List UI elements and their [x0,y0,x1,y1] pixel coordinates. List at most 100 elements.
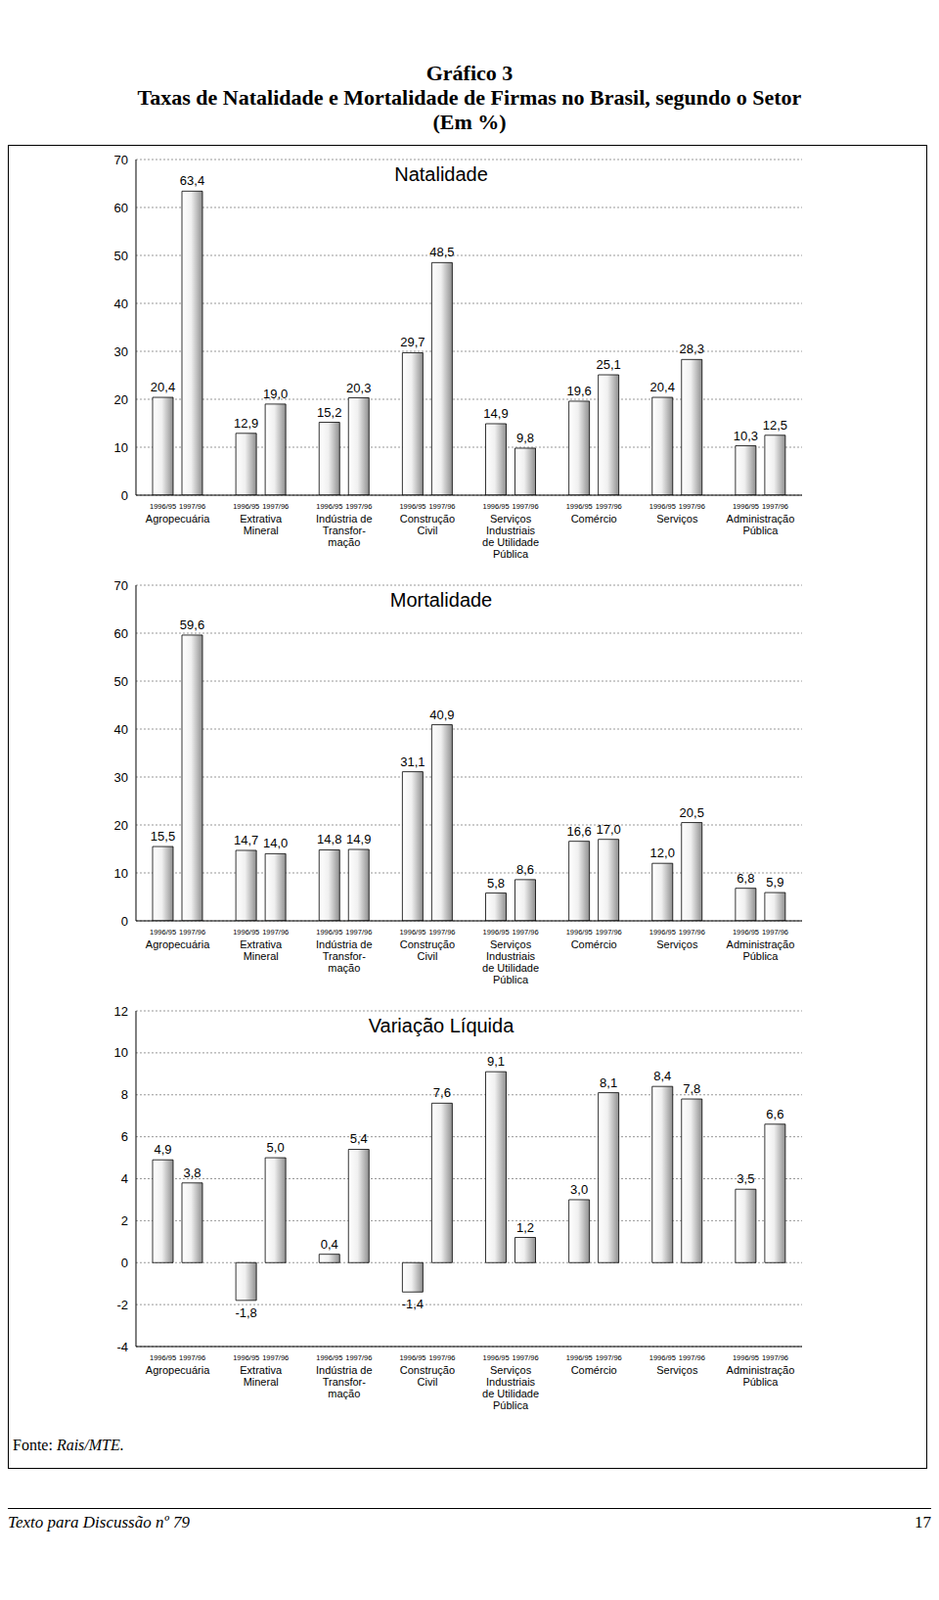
svg-text:30: 30 [114,769,129,785]
svg-text:60: 60 [114,626,129,641]
svg-text:29,7: 29,7 [400,334,425,350]
svg-text:4,9: 4,9 [153,1141,172,1157]
svg-text:Pública: Pública [492,973,530,985]
svg-text:Administração: Administração [726,1363,796,1376]
svg-text:3,0: 3,0 [570,1181,588,1197]
svg-text:1996/95: 1996/95 [483,1352,510,1362]
svg-text:1996/95: 1996/95 [483,501,510,511]
svg-text:Construção: Construção [400,1363,455,1376]
svg-text:1996/95: 1996/95 [149,1352,177,1362]
svg-text:1996/95: 1996/95 [566,927,593,937]
svg-text:Serviços: Serviços [656,512,699,525]
svg-text:10: 10 [114,1044,129,1060]
svg-text:1997/96: 1997/96 [761,927,789,937]
svg-text:1996/95: 1996/95 [649,501,676,511]
svg-text:Comércio: Comércio [571,512,618,525]
svg-text:1,2: 1,2 [516,1219,535,1235]
svg-text:20,4: 20,4 [150,379,176,395]
svg-text:1996/95: 1996/95 [399,1352,426,1362]
svg-text:20: 20 [114,392,129,407]
svg-text:5,0: 5,0 [267,1139,285,1155]
svg-text:-4: -4 [116,1339,129,1354]
svg-text:12,5: 12,5 [762,417,788,433]
svg-text:48,5: 48,5 [429,244,454,260]
svg-text:1997/96: 1997/96 [345,927,372,937]
svg-text:8,1: 8,1 [599,1074,618,1090]
svg-text:1996/95: 1996/95 [315,1352,343,1362]
svg-text:16,6: 16,6 [566,823,591,839]
svg-text:Agropecuária: Agropecuária [145,512,211,525]
svg-text:Indústria de: Indústria de [315,938,372,950]
svg-text:Administração: Administração [726,512,796,525]
svg-text:60: 60 [114,200,129,216]
svg-text:1997/96: 1997/96 [345,501,372,511]
svg-text:20,4: 20,4 [650,379,675,395]
svg-text:1997/96: 1997/96 [761,1352,789,1362]
svg-text:1997/96: 1997/96 [428,501,455,511]
svg-text:8,4: 8,4 [653,1068,671,1083]
svg-text:Pública: Pública [492,547,530,560]
svg-text:mação: mação [327,536,360,548]
svg-text:de Utilidade: de Utilidade [482,961,539,974]
svg-text:5,4: 5,4 [350,1130,368,1146]
svg-text:Civil: Civil [417,949,439,962]
svg-text:1996/95: 1996/95 [732,501,760,511]
svg-text:1996/95: 1996/95 [315,501,343,511]
svg-text:1996/95: 1996/95 [732,1352,760,1362]
svg-text:1996/95: 1996/95 [566,1352,593,1362]
svg-text:3,5: 3,5 [736,1170,755,1186]
svg-text:Serviços: Serviços [490,512,533,525]
svg-text:Mineral: Mineral [243,1375,279,1387]
svg-text:1996/95: 1996/95 [232,927,260,937]
svg-text:20: 20 [114,817,129,833]
svg-text:Indústria de: Indústria de [315,512,372,525]
svg-text:Agropecuária: Agropecuária [145,1363,211,1376]
svg-text:Extrativa: Extrativa [239,512,283,525]
svg-text:40: 40 [114,296,129,312]
svg-text:7,6: 7,6 [433,1084,451,1100]
svg-text:1996/95: 1996/95 [149,501,177,511]
svg-text:1997/96: 1997/96 [262,927,289,937]
svg-text:5,9: 5,9 [765,874,784,890]
svg-text:17,0: 17,0 [595,821,621,837]
svg-text:6,8: 6,8 [736,870,755,886]
svg-text:1996/95: 1996/95 [232,501,260,511]
svg-text:10: 10 [114,440,129,455]
svg-text:14,9: 14,9 [483,405,508,421]
svg-text:1997/96: 1997/96 [345,1352,372,1362]
svg-text:Serviços: Serviços [490,938,533,950]
svg-text:Industriais: Industriais [486,524,537,537]
svg-text:2: 2 [121,1212,129,1228]
svg-text:1996/95: 1996/95 [649,927,676,937]
svg-text:19,0: 19,0 [263,386,288,402]
svg-text:1996/95: 1996/95 [315,927,343,937]
svg-text:1996/95: 1996/95 [732,927,760,937]
svg-text:1997/96: 1997/96 [428,927,455,937]
svg-text:Serviços: Serviços [490,1363,533,1376]
svg-text:15,5: 15,5 [150,828,176,844]
svg-text:1997/96: 1997/96 [595,1352,623,1362]
svg-text:Comércio: Comércio [571,938,618,950]
svg-text:1996/95: 1996/95 [483,927,510,937]
svg-text:-1,8: -1,8 [234,1304,257,1320]
svg-text:de Utilidade: de Utilidade [482,1386,539,1399]
svg-text:19,6: 19,6 [566,383,591,399]
svg-text:6: 6 [121,1128,129,1144]
svg-text:14,7: 14,7 [233,832,259,848]
svg-text:1997/96: 1997/96 [428,1352,455,1362]
svg-text:1996/95: 1996/95 [649,1352,676,1362]
svg-text:-2: -2 [116,1296,129,1312]
svg-text:Extrativa: Extrativa [239,938,283,950]
svg-text:Indústria de: Indústria de [315,1363,372,1376]
svg-text:10: 10 [114,865,129,881]
svg-text:Construção: Construção [400,938,455,950]
svg-text:14,8: 14,8 [316,831,342,847]
svg-text:1996/95: 1996/95 [399,501,426,511]
svg-text:70: 70 [114,152,129,168]
svg-text:Transfor-: Transfor- [322,1375,367,1387]
svg-text:1996/95: 1996/95 [566,501,593,511]
svg-text:Pública: Pública [742,949,779,962]
svg-text:Industriais: Industriais [486,1375,537,1387]
svg-text:14,9: 14,9 [346,831,371,847]
svg-text:1997/96: 1997/96 [512,501,539,511]
